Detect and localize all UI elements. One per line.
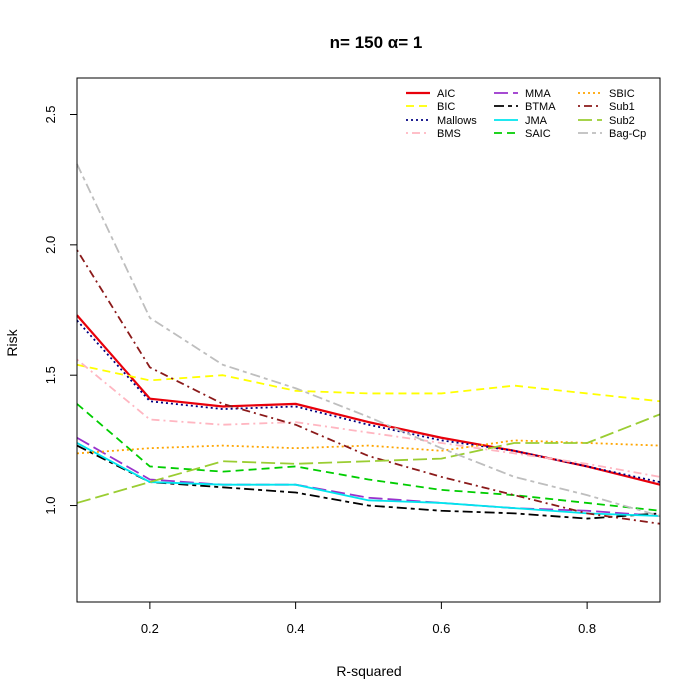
legend-label-aic: AIC (437, 88, 455, 100)
legend-label-mma: MMA (525, 88, 551, 100)
x-tick-label: 0.2 (141, 621, 159, 636)
legend-label-jma: JMA (525, 115, 548, 127)
series-line-saic (76, 403, 661, 512)
legend-label-btma: BTMA (525, 101, 556, 113)
x-tick-label: 0.6 (432, 621, 450, 636)
series-line-mallows (76, 319, 661, 483)
chart-title: n= 150 α= 1 (330, 33, 423, 52)
x-axis-label: R-squared (336, 663, 401, 679)
y-tick-label: 1.5 (43, 366, 58, 384)
legend-label-sub2: Sub2 (609, 115, 635, 127)
series-line-sbic (76, 439, 661, 455)
plot-frame (76, 77, 661, 603)
series-layer (76, 163, 661, 525)
series-line-bms (76, 358, 661, 478)
y-tick-label: 1.0 (43, 497, 58, 515)
legend-label-saic: SAIC (525, 128, 551, 140)
y-tick-label: 2.0 (43, 236, 58, 254)
series-line-bag-cp (76, 163, 661, 517)
series-line-bic (76, 363, 661, 403)
series-line-jma (76, 442, 661, 517)
x-tick-label: 0.4 (287, 621, 305, 636)
series-line-sub2 (76, 413, 661, 504)
legend-label-bag-cp: Bag-Cp (609, 128, 646, 140)
legend-label-bic: BIC (437, 101, 455, 113)
legend-label-sbic: SBIC (609, 88, 635, 100)
legend-label-bms: BMS (437, 128, 461, 140)
legend-label-mallows: Mallows (437, 115, 477, 127)
axes-layer: 0.2 0.4 0.6 0.8 1.0 1.5 2.0 2.5 (43, 77, 661, 636)
legend-label-sub1: Sub1 (609, 101, 635, 113)
x-tick-label: 0.8 (578, 621, 596, 636)
series-line-mma (76, 436, 661, 517)
y-tick-label: 2.5 (43, 105, 58, 123)
y-axis-label: Risk (4, 328, 20, 356)
